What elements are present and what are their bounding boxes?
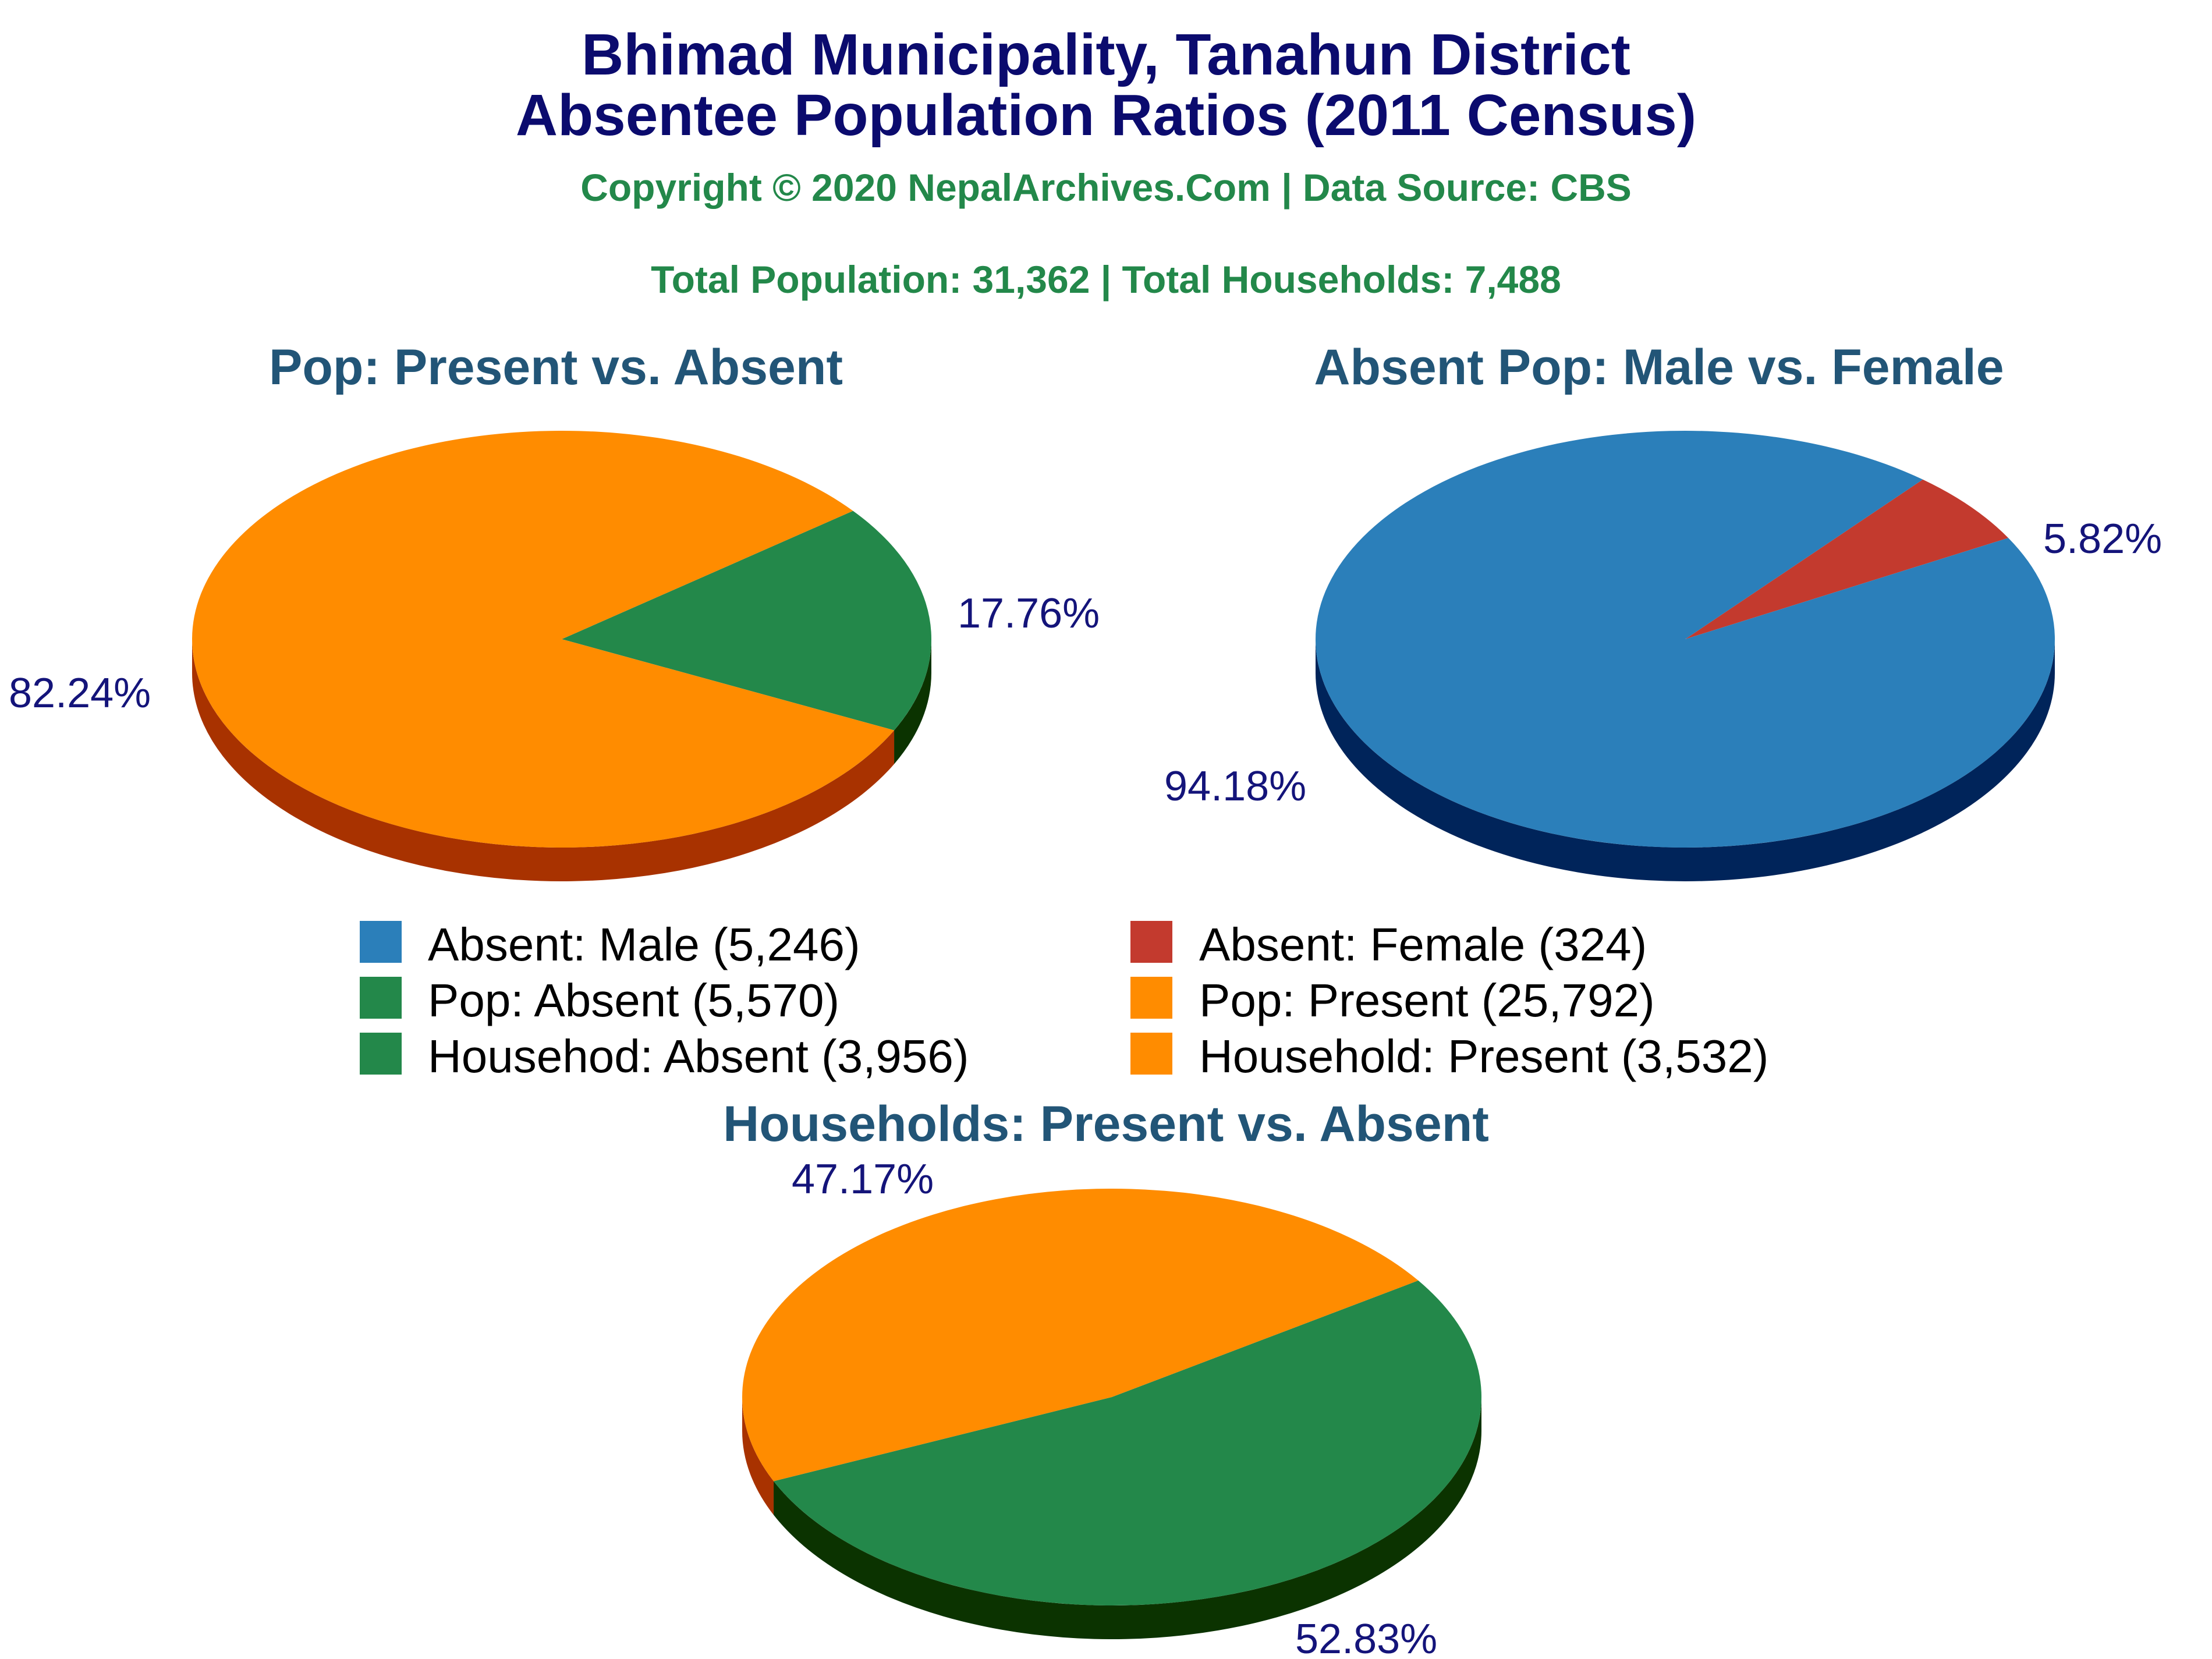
pie1-side-0 xyxy=(894,639,931,764)
pie-absent-male-vs-female xyxy=(1316,431,2055,881)
pie1-label-present: 82.24% xyxy=(9,670,151,717)
pie3-title: Households: Present vs. Absent xyxy=(723,1096,1489,1152)
pie3-slice-1 xyxy=(742,1188,1419,1481)
pie3-label-absent: 52.83% xyxy=(1295,1616,1437,1659)
legend-swatch-male xyxy=(360,921,402,963)
legend-label-pop-absent: Pop: Absent (5,570) xyxy=(428,974,839,1026)
pie2-side-1 xyxy=(1316,639,2055,881)
chart-title-line2: Absentee Population Ratios (2011 Census) xyxy=(516,83,1696,148)
legend-label-household-absent: Househod: Absent (3,956) xyxy=(428,1030,969,1082)
legend-label-female: Absent: Female (324) xyxy=(1199,919,1647,970)
pie-households-present-vs-absent xyxy=(742,1188,1481,1639)
pie2-slice-0 xyxy=(1685,479,2009,639)
legend-label-household-present: Household: Present (3,532) xyxy=(1199,1030,1768,1082)
pie2-label-male: 94.18% xyxy=(1164,763,1306,810)
legend-swatch-household-present xyxy=(1130,1033,1172,1075)
totals-subtitle: Total Population: 31,362 | Total Househo… xyxy=(651,258,1561,302)
legend-label-male: Absent: Male (5,246) xyxy=(428,919,860,970)
pie2-label-female: 5.82% xyxy=(2043,516,2162,562)
pie1-label-absent: 17.76% xyxy=(958,590,1100,637)
pie3-label-present: 47.17% xyxy=(792,1156,934,1203)
pie1-slice-0 xyxy=(562,511,932,731)
pie3-side-1 xyxy=(742,1397,774,1515)
pie1-side-1 xyxy=(192,639,895,882)
legend-swatch-female xyxy=(1130,921,1172,963)
pie1-title: Pop: Present vs. Absent xyxy=(269,339,843,395)
legend-label-pop-present: Pop: Present (25,792) xyxy=(1199,974,1655,1026)
legend-swatch-household-absent xyxy=(360,1033,402,1075)
pie3-side-0 xyxy=(774,1397,1481,1639)
legend-swatch-pop-present xyxy=(1130,977,1172,1019)
pie3-slice-0 xyxy=(774,1280,1481,1605)
legend-swatch-pop-absent xyxy=(360,977,402,1019)
chart-title-line1: Bhimad Municipality, Tanahun District xyxy=(582,22,1630,87)
legend: Absent: Male (5,246) Absent: Female (324… xyxy=(360,919,1768,1082)
pie1-slice-1 xyxy=(192,430,895,848)
copyright-subtitle: Copyright © 2020 NepalArchives.Com | Dat… xyxy=(580,166,1632,210)
pie2-slice-1 xyxy=(1316,431,2055,848)
pie-population-present-vs-absent xyxy=(192,430,932,882)
pie2-title: Absent Pop: Male vs. Female xyxy=(1314,339,2004,395)
